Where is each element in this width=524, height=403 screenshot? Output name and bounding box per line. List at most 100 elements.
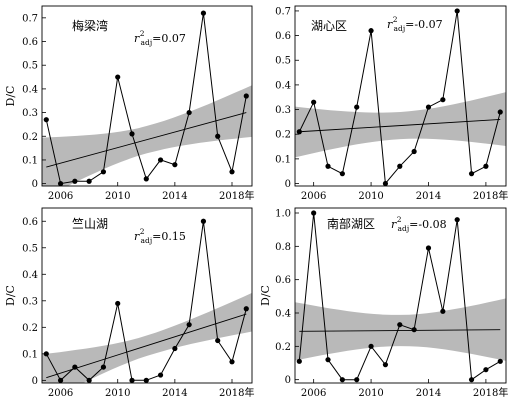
y-tick-label: 0 <box>285 179 291 190</box>
y-tick-label: 0.6 <box>22 37 38 48</box>
data-point <box>311 99 317 105</box>
data-point <box>382 362 389 368</box>
data-point <box>397 322 403 328</box>
data-point <box>172 345 178 352</box>
data-point <box>382 180 389 186</box>
y-tick-label: 0.5 <box>22 243 38 254</box>
data-point <box>200 218 207 224</box>
data-point <box>143 377 149 383</box>
data-point <box>200 10 207 16</box>
data-point <box>454 8 460 14</box>
data-point <box>129 131 135 137</box>
y-tick-label: 0 <box>32 376 38 387</box>
y-axis-label: D/C <box>4 86 17 107</box>
r2-symbol: r <box>387 18 393 31</box>
data-point <box>325 163 331 169</box>
y-tick-label: 0.1 <box>22 155 38 166</box>
data-point <box>157 157 164 163</box>
r2-subscript: adj <box>398 224 410 233</box>
r2-annotation: r2 adj=-0.08 <box>391 215 447 233</box>
x-tick-label: 2018年 <box>219 386 254 399</box>
series-line <box>298 10 501 185</box>
x-tick-label: 2014 <box>162 388 187 399</box>
data-point <box>72 178 78 184</box>
confidence-band <box>42 85 252 186</box>
confidence-band <box>295 92 506 158</box>
data-point <box>497 109 503 115</box>
data-point <box>72 364 78 370</box>
x-tick-label: 2018年 <box>473 189 508 202</box>
data-point <box>483 163 489 169</box>
data-point <box>100 364 107 370</box>
data-point <box>43 351 49 357</box>
data-point <box>243 306 249 312</box>
r2-value: =-0.07 <box>405 18 442 31</box>
y-tick-label: 0.3 <box>275 105 291 116</box>
x-tick-label: 2010 <box>105 388 130 399</box>
panel-title: 南部湖区 <box>327 216 375 231</box>
y-tick-label: 0.5 <box>22 61 38 72</box>
plot-frame <box>41 207 253 384</box>
y-tick-label: 0.6 <box>275 275 291 286</box>
r2-symbol: r <box>391 218 397 231</box>
plot-area <box>295 8 506 186</box>
r2-superscript: 2 <box>140 227 145 236</box>
data-point <box>296 129 302 135</box>
data-point <box>468 377 475 383</box>
r2-superscript: 2 <box>393 15 398 24</box>
y-tick-label: 0.2 <box>275 342 291 353</box>
data-point <box>454 217 460 223</box>
data-point <box>157 372 164 378</box>
r2-value: =-0.08 <box>409 218 446 231</box>
data-point <box>86 178 92 184</box>
regression-line <box>46 112 247 168</box>
data-point <box>86 377 92 383</box>
y-tick-label: 1.0 <box>275 209 291 220</box>
data-point <box>229 169 235 175</box>
x-tick-label: 2006 <box>48 191 73 202</box>
y-tick-label: 0.7 <box>22 13 38 24</box>
data-point <box>411 327 417 333</box>
y-tick-label: 0.4 <box>22 84 38 95</box>
data-point <box>215 133 221 139</box>
r2-annotation: r2 adj=-0.07 <box>387 15 443 33</box>
data-point <box>325 357 331 363</box>
data-point <box>229 359 235 365</box>
x-tick-label: 2010 <box>358 191 383 202</box>
panel-2: 0 0.1 0.2 0.3 0.4 0.5 0.6 0.7 2006 2010 2014 2018年 湖… <box>275 5 508 202</box>
y-tick-label: 0.4 <box>275 80 291 91</box>
y-tick-label: 0.1 <box>275 154 291 165</box>
data-point <box>115 300 121 307</box>
y-tick-label: 0 <box>285 375 291 386</box>
x-tick-label: 2006 <box>48 388 73 399</box>
data-point <box>368 343 374 349</box>
plot-area <box>42 218 252 383</box>
r2-symbol: r <box>134 32 140 45</box>
data-point <box>186 109 192 116</box>
y-tick-label: 0.5 <box>275 56 291 67</box>
data-point <box>425 245 432 251</box>
r2-superscript: 2 <box>140 29 145 38</box>
y-tick-label: 0.6 <box>22 217 38 228</box>
y-tick-label: 0.2 <box>22 132 38 143</box>
data-point <box>172 162 178 168</box>
panel-title: 梅梁湾 <box>72 18 108 33</box>
series-line <box>298 212 501 381</box>
data-point <box>43 117 49 123</box>
data-point <box>243 93 249 99</box>
data-point <box>483 367 489 373</box>
y-axis-label: D/C <box>4 285 17 306</box>
y-tick-label: 0.2 <box>22 323 38 334</box>
x-tick-label: 2014 <box>162 191 187 202</box>
y-tick-label: 0.7 <box>275 6 291 17</box>
data-point <box>143 176 149 182</box>
data-point <box>368 28 374 34</box>
x-tick-label: 2010 <box>358 388 383 399</box>
plot-frame <box>294 207 507 384</box>
regression-line <box>46 313 247 379</box>
data-point <box>100 169 107 175</box>
y-tick-label: 0 <box>32 179 38 190</box>
data-point <box>397 163 403 169</box>
data-point <box>354 104 360 110</box>
